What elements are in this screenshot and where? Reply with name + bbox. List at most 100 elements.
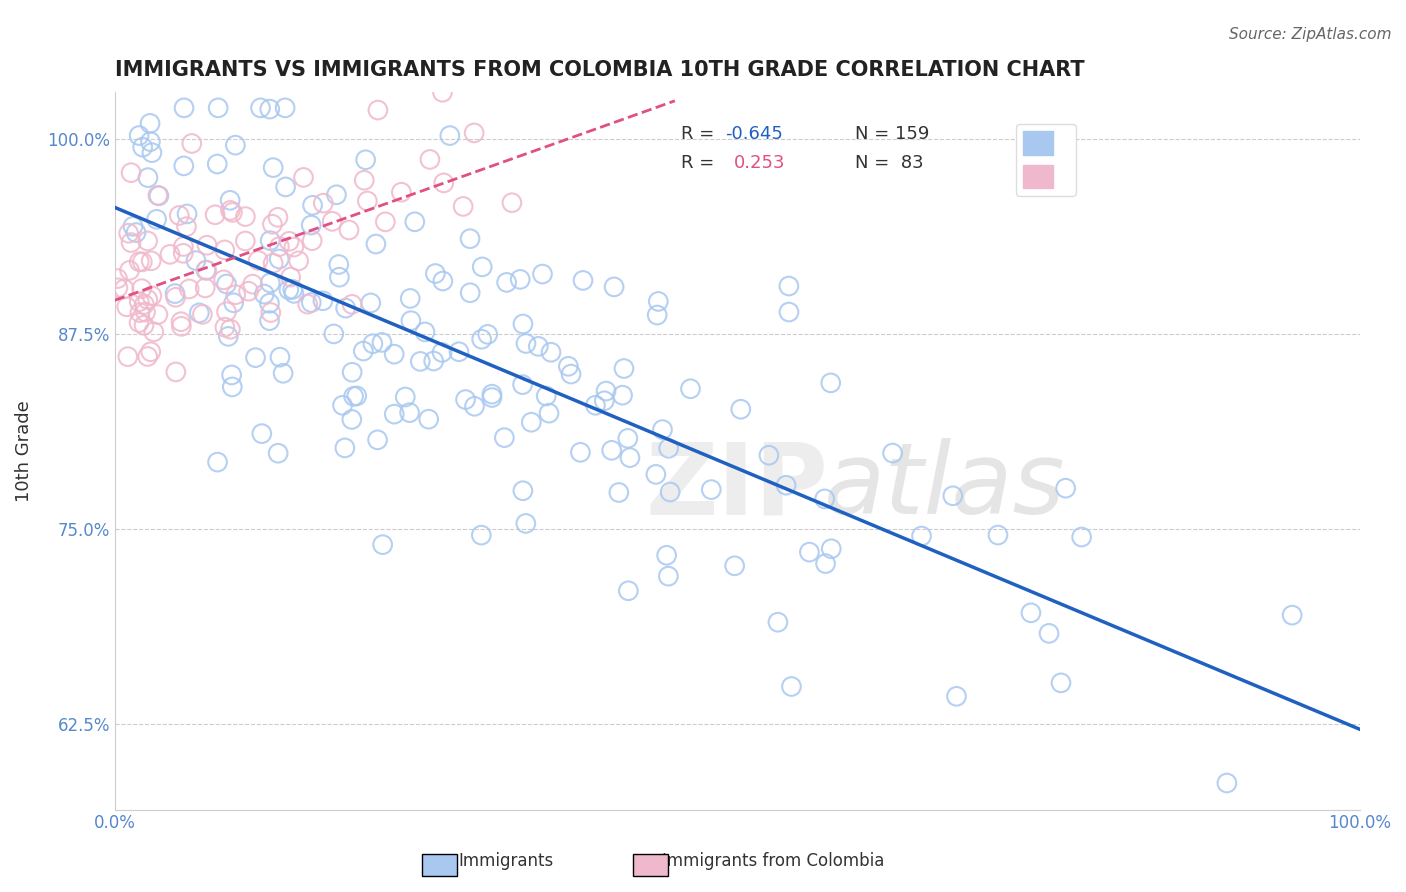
Point: [1216, 776, 1239, 790]
Point: [135, 305, 157, 319]
Point: [118, 226, 141, 240]
Point: [271, 366, 294, 380]
Point: [299, 295, 322, 310]
Point: [644, 467, 666, 482]
Point: [337, 223, 360, 237]
Point: [120, 166, 142, 180]
Point: [1281, 608, 1303, 623]
Point: [340, 412, 363, 426]
Point: [322, 326, 344, 341]
Point: [758, 448, 780, 462]
Point: [655, 549, 678, 563]
Point: [212, 273, 235, 287]
Point: [267, 446, 290, 460]
Point: [458, 285, 481, 300]
Point: [613, 361, 636, 376]
Point: [214, 243, 236, 257]
Point: [118, 263, 141, 277]
Text: Source: ZipAtlas.com: Source: ZipAtlas.com: [1229, 27, 1392, 42]
Point: [250, 426, 273, 441]
Point: [297, 297, 319, 311]
Point: [204, 208, 226, 222]
Point: [527, 339, 550, 353]
Point: [159, 247, 181, 261]
Point: [215, 304, 238, 318]
Point: [301, 198, 323, 212]
Point: [325, 187, 347, 202]
Point: [512, 377, 534, 392]
Point: [540, 345, 562, 359]
Point: [259, 296, 281, 310]
Point: [328, 258, 350, 272]
Point: [645, 308, 668, 322]
Point: [259, 102, 281, 116]
Text: R =: R =: [681, 125, 720, 143]
Point: [433, 176, 456, 190]
Point: [367, 433, 389, 447]
Text: N = 159: N = 159: [855, 125, 929, 143]
Point: [194, 263, 217, 277]
Point: [560, 367, 582, 381]
Point: [778, 279, 800, 293]
Point: [910, 529, 932, 543]
Point: [454, 392, 477, 407]
Point: [262, 217, 284, 231]
Point: [278, 235, 301, 249]
Point: [730, 402, 752, 417]
Point: [987, 528, 1010, 542]
Point: [607, 485, 630, 500]
Point: [374, 215, 396, 229]
Point: [221, 380, 243, 394]
Point: [207, 455, 229, 469]
Point: [280, 270, 302, 285]
Point: [170, 315, 193, 329]
Point: [274, 101, 297, 115]
Point: [515, 336, 537, 351]
Point: [139, 135, 162, 149]
Point: [364, 237, 387, 252]
Point: [221, 205, 243, 219]
Point: [170, 319, 193, 334]
Point: [128, 316, 150, 330]
Point: [225, 287, 247, 301]
Point: [217, 329, 239, 343]
Point: [176, 207, 198, 221]
Point: [219, 194, 242, 208]
Point: [131, 282, 153, 296]
Point: [146, 308, 169, 322]
Y-axis label: 10th Grade: 10th Grade: [15, 400, 32, 502]
Point: [371, 335, 394, 350]
Point: [432, 85, 454, 99]
Point: [277, 283, 299, 297]
Point: [139, 116, 162, 130]
Point: [463, 126, 485, 140]
Point: [352, 344, 374, 359]
Point: [657, 569, 679, 583]
Point: [128, 254, 150, 268]
Point: [585, 398, 607, 412]
Point: [260, 305, 283, 319]
Point: [281, 282, 304, 296]
Point: [333, 441, 356, 455]
Point: [238, 284, 260, 298]
Point: [312, 293, 335, 308]
Point: [724, 558, 747, 573]
Point: [120, 235, 142, 250]
Point: [679, 382, 702, 396]
Point: [418, 412, 440, 426]
Point: [146, 188, 169, 202]
Point: [820, 541, 842, 556]
Point: [600, 443, 623, 458]
Point: [617, 431, 640, 445]
Legend: , : ,: [1015, 123, 1076, 196]
Point: [1054, 481, 1077, 495]
Point: [184, 253, 207, 268]
Point: [262, 161, 284, 175]
Point: [142, 325, 165, 339]
Point: [780, 680, 803, 694]
Point: [520, 415, 543, 429]
Point: [131, 255, 153, 269]
Point: [419, 153, 441, 167]
Point: [458, 232, 481, 246]
Point: [942, 489, 965, 503]
